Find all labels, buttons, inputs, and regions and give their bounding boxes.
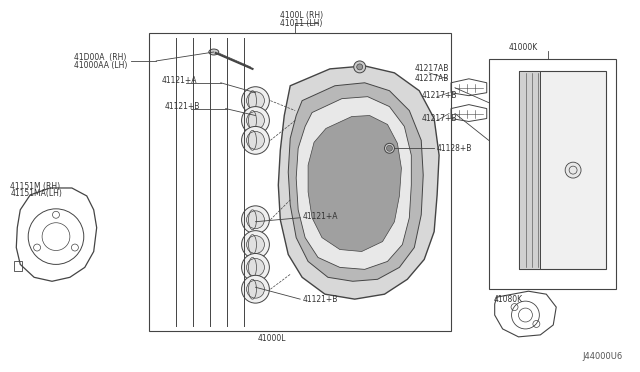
Text: 41121+A: 41121+A — [302, 212, 338, 221]
Circle shape — [354, 61, 365, 73]
Circle shape — [241, 126, 269, 154]
Circle shape — [246, 131, 264, 149]
Circle shape — [246, 112, 264, 129]
Text: J44000U6: J44000U6 — [582, 352, 623, 361]
Text: 41151M (RH): 41151M (RH) — [10, 182, 60, 190]
Text: 41217AB: 41217AB — [414, 74, 449, 83]
Polygon shape — [288, 83, 423, 281]
Circle shape — [246, 92, 264, 110]
Text: 41000AA (LH): 41000AA (LH) — [74, 61, 127, 70]
Circle shape — [241, 206, 269, 234]
Text: 41217AB: 41217AB — [414, 64, 449, 73]
Text: 41121+B: 41121+B — [302, 295, 337, 304]
Bar — [518, 71, 606, 269]
Text: 41128+B: 41128+B — [436, 144, 472, 153]
Ellipse shape — [209, 49, 219, 55]
Text: 41000L: 41000L — [258, 334, 287, 343]
Circle shape — [241, 87, 269, 115]
Circle shape — [565, 162, 581, 178]
Text: 41D00A  (RH): 41D00A (RH) — [74, 54, 126, 62]
Circle shape — [385, 143, 394, 153]
Circle shape — [246, 211, 264, 229]
Polygon shape — [278, 66, 439, 299]
Circle shape — [241, 275, 269, 303]
Bar — [518, 71, 540, 269]
Text: 41217+B: 41217+B — [421, 114, 457, 123]
Circle shape — [241, 107, 269, 134]
Circle shape — [387, 145, 392, 151]
Text: 41000K: 41000K — [509, 42, 538, 52]
Circle shape — [241, 231, 269, 259]
Circle shape — [246, 259, 264, 276]
Text: 41217+B: 41217+B — [421, 91, 457, 100]
Circle shape — [241, 253, 269, 281]
Circle shape — [356, 64, 363, 70]
Text: 41011 (LH): 41011 (LH) — [280, 19, 323, 28]
Text: 41121+B: 41121+B — [164, 102, 200, 111]
Bar — [149, 33, 451, 331]
Text: 41080K: 41080K — [494, 295, 523, 304]
Circle shape — [246, 235, 264, 253]
Bar — [489, 59, 616, 289]
Text: 41151MA(LH): 41151MA(LH) — [10, 189, 62, 198]
Text: 4100L (RH): 4100L (RH) — [280, 11, 323, 20]
Bar — [14, 262, 22, 271]
Circle shape — [246, 280, 264, 298]
Polygon shape — [308, 116, 401, 251]
Polygon shape — [296, 97, 412, 269]
Text: 41121+A: 41121+A — [161, 76, 196, 85]
